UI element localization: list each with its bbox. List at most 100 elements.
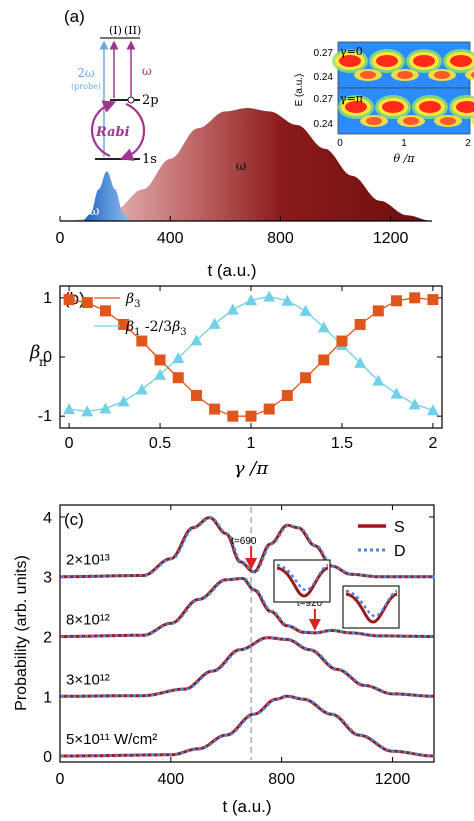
inset-blob-core	[376, 55, 398, 67]
inset-blob-lower	[465, 69, 474, 81]
rabi-arrow-down	[119, 102, 146, 161]
inset-xtick-1: 1	[401, 138, 407, 149]
rabi-arrow-up	[90, 100, 117, 158]
beta3-marker	[318, 354, 330, 366]
panel-b-xtick-label: 1	[247, 435, 256, 452]
pump-arrow-label: ω	[142, 64, 152, 78]
inset-blob-lower-core	[397, 71, 413, 79]
beta3-marker	[118, 318, 130, 330]
inset-blob-core	[419, 101, 441, 113]
beta3-marker	[281, 389, 293, 401]
panel-a-xlabel: t (a.u.)	[207, 261, 256, 280]
curve-dotted	[61, 577, 436, 638]
zoom-inset-dotted	[276, 563, 329, 592]
beta1-marker	[408, 398, 421, 410]
inset-blob-core	[345, 101, 367, 113]
panel-a-tick-label: 800	[267, 230, 294, 247]
panel-a-tick-label: 1200	[373, 230, 409, 247]
inset-blob-lower	[471, 117, 474, 125]
curve-dotted	[61, 694, 436, 758]
beta3-marker	[172, 372, 184, 384]
beta1-marker	[390, 387, 403, 399]
beta3-marker	[227, 410, 239, 422]
beta1-marker	[81, 405, 94, 417]
beta1-marker	[190, 334, 203, 346]
marker-label-920: t=920	[297, 598, 323, 609]
beta1-marker	[245, 294, 257, 306]
zoom-inset-dotted	[345, 589, 398, 618]
pump-pulse-label: ω	[236, 159, 247, 174]
panel-c-label: (c)	[64, 510, 84, 529]
beta1-marker	[226, 303, 239, 315]
curve-intensity-label: 2×10¹³	[66, 552, 110, 569]
beta3-marker	[99, 305, 111, 317]
panel-c-curve-labels: 2×10¹³ 8×10¹² 3×10¹² 5×10¹¹ W/cm²	[66, 552, 157, 748]
panel-c-ytick-label: 2	[43, 629, 52, 646]
panel-b-xtick-label: 0.5	[149, 435, 171, 452]
panel-b-ytick-label: -1	[38, 408, 52, 425]
beta1-marker	[63, 403, 76, 415]
panel-c-frame	[59, 504, 435, 763]
beta3-marker	[372, 305, 384, 317]
panel-b-legend: β3 β1 -2/3β3	[94, 291, 187, 338]
beta1-marker	[172, 352, 185, 364]
inset-blob-core	[339, 55, 361, 67]
inset-blob-core	[450, 55, 472, 67]
panel-b-xtick-label: 0	[65, 435, 74, 452]
level-1s-label: 1s	[142, 152, 157, 167]
panel-a: (a) 0 400 800 1200 t (a.u.) 2ω ω 1s 2p (I) …	[56, 7, 474, 280]
legend-s-text: S	[394, 519, 405, 536]
panel-b-xtick-label: 2	[428, 435, 437, 452]
panel-c: (c) 0 400 800 1200 0 1 2 3 4 SD 2×10¹³ 8×10¹² 3×10…	[13, 504, 436, 816]
panel-c-series	[60, 516, 436, 758]
panel-c-ytick-label: 1	[43, 689, 52, 706]
panel-a-tick-label: 0	[56, 230, 65, 247]
inset-blob-core	[382, 101, 404, 113]
panel-b-ticks: 0 0.5 1 1.5 2 -1 0 1	[38, 286, 442, 452]
panel-b-xtick-label: 1.5	[331, 435, 353, 452]
beta1-marker	[317, 321, 330, 333]
beta1-marker	[135, 383, 148, 395]
level-I-label: (I)	[109, 24, 122, 37]
beta3-marker	[136, 335, 148, 347]
inset-blob-lower-core	[471, 71, 474, 79]
level-II-label: (II)	[124, 24, 141, 37]
beta1-marker	[281, 294, 294, 306]
inset-blob-lower-core	[440, 117, 456, 125]
panel-b-ytick-label: 0	[43, 349, 52, 366]
beta1-marker	[263, 290, 276, 302]
panel-b-ylabel-main: β	[29, 342, 40, 363]
beta3-marker	[154, 354, 166, 366]
curve-dotted	[61, 636, 436, 698]
beta3-marker	[63, 294, 75, 306]
panel-c-zoom-insets: t=690 t=920	[231, 536, 400, 631]
beta3-marker	[300, 372, 312, 384]
beta1-marker	[99, 402, 112, 414]
beta1-marker	[372, 374, 385, 386]
inset-xtick-0: 0	[337, 138, 343, 149]
beta3-marker	[263, 403, 275, 415]
inset-bottom-label: γ=π	[340, 92, 363, 105]
beta3-marker	[245, 410, 257, 422]
inset-xlabel: θ /π	[393, 152, 415, 165]
inset-ytick-top-1: 0.27	[314, 48, 334, 59]
inset-blobs	[332, 49, 474, 127]
inset-blob-lower-core	[360, 71, 376, 79]
inset-xtick-2: 2	[465, 138, 471, 149]
panel-c-xtick-label: 0	[56, 771, 65, 788]
panel-c-xtick-label: 1200	[375, 771, 411, 788]
beta3-marker	[81, 297, 93, 309]
beta3-marker	[427, 294, 439, 306]
beta1-marker	[354, 356, 367, 368]
inset-heatmap: γ=0 γ=π 0.27 0.24 0.27 0.24 E (a.u.) 0 1…	[294, 41, 474, 165]
panel-a-x-ticks: 0 400 800 1200	[56, 216, 409, 247]
probe-pulse-label: 2ω	[81, 204, 100, 219]
beta1-marker	[117, 395, 130, 407]
panel-c-ytick-label: 3	[43, 570, 52, 587]
legend-beta3-text: β3	[125, 291, 140, 310]
inset-blob-lower-core	[366, 117, 382, 125]
inset-blob-lower-core	[434, 71, 450, 79]
beta1-marker	[208, 317, 221, 329]
panel-a-label: (a)	[64, 7, 85, 26]
panel-c-ylabel: Probability (arb. units)	[13, 555, 30, 711]
